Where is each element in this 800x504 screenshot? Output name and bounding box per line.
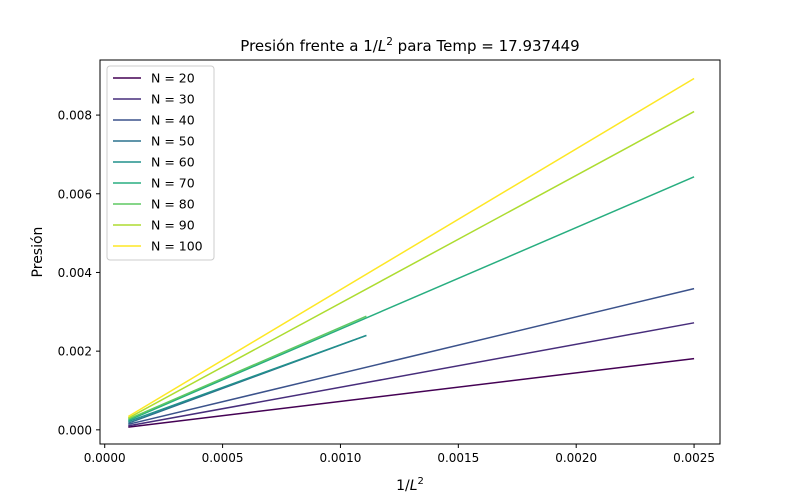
x-axis-ticks: 0.0000 0.0005 0.0010 0.0015 0.0020 0.0025 xyxy=(84,444,715,465)
series-line-2 xyxy=(128,322,695,427)
x-tick-label: 0.0005 xyxy=(202,451,244,465)
x-axis-label-prefix: 1/ xyxy=(396,478,410,494)
series-line-9 xyxy=(127,77,695,418)
legend-items: N = 20 N = 30 N = 40 N = 50 N = 60 N = 70 N = … xyxy=(113,71,203,254)
series-line-8 xyxy=(127,110,695,419)
series-line-1 xyxy=(128,357,695,428)
chart-title-suffix: para Temp = 17.937449 xyxy=(393,37,580,55)
legend-label: N = 80 xyxy=(151,197,195,212)
y-tick-label: 0.002 xyxy=(58,345,92,359)
series-line-6 xyxy=(127,176,695,422)
series-line-5 xyxy=(128,334,367,423)
chart-title-sup: 2 xyxy=(386,36,393,48)
series-line-7 xyxy=(127,315,367,420)
legend-label: N = 50 xyxy=(151,134,195,149)
chart-title-prefix: Presión frente a 1/ xyxy=(240,37,379,55)
plot-frame xyxy=(99,59,721,445)
legend-label: N = 90 xyxy=(151,218,195,233)
legend-label: N = 60 xyxy=(151,155,195,170)
x-axis-label: 1/L2 xyxy=(396,476,424,494)
series-line-3 xyxy=(128,287,695,426)
y-tick-label: 0.008 xyxy=(58,109,92,123)
legend-frame xyxy=(106,65,215,261)
legend-label: N = 40 xyxy=(151,113,195,128)
x-tick-label: 0.0015 xyxy=(437,451,479,465)
legend-label: N = 70 xyxy=(151,176,195,191)
y-axis-label: Presión xyxy=(30,227,46,278)
y-tick-label: 0.006 xyxy=(58,187,92,201)
legend: N = 20 N = 30 N = 40 N = 50 N = 60 N = 70 N = … xyxy=(106,65,215,261)
x-tick-label: 0.0010 xyxy=(319,451,361,465)
x-tick-label: 0.0000 xyxy=(84,451,126,465)
x-axis-label-sup: 2 xyxy=(418,476,424,487)
y-tick-label: 0.004 xyxy=(58,266,92,280)
x-tick-label: 0.0020 xyxy=(555,451,597,465)
series-lines xyxy=(127,77,695,428)
chart-title-var: L xyxy=(378,37,386,55)
y-axis-ticks: 0.000 0.002 0.004 0.006 0.008 xyxy=(58,109,100,437)
legend-label: N = 30 xyxy=(151,92,195,107)
legend-label: N = 100 xyxy=(151,239,203,254)
legend-label: N = 20 xyxy=(151,71,195,86)
chart-title: Presión frente a 1/L2 para Temp = 17.937… xyxy=(240,36,579,55)
y-tick-label: 0.000 xyxy=(58,423,92,437)
x-axis-label-var: L xyxy=(410,478,418,494)
x-tick-label: 0.0025 xyxy=(673,451,715,465)
